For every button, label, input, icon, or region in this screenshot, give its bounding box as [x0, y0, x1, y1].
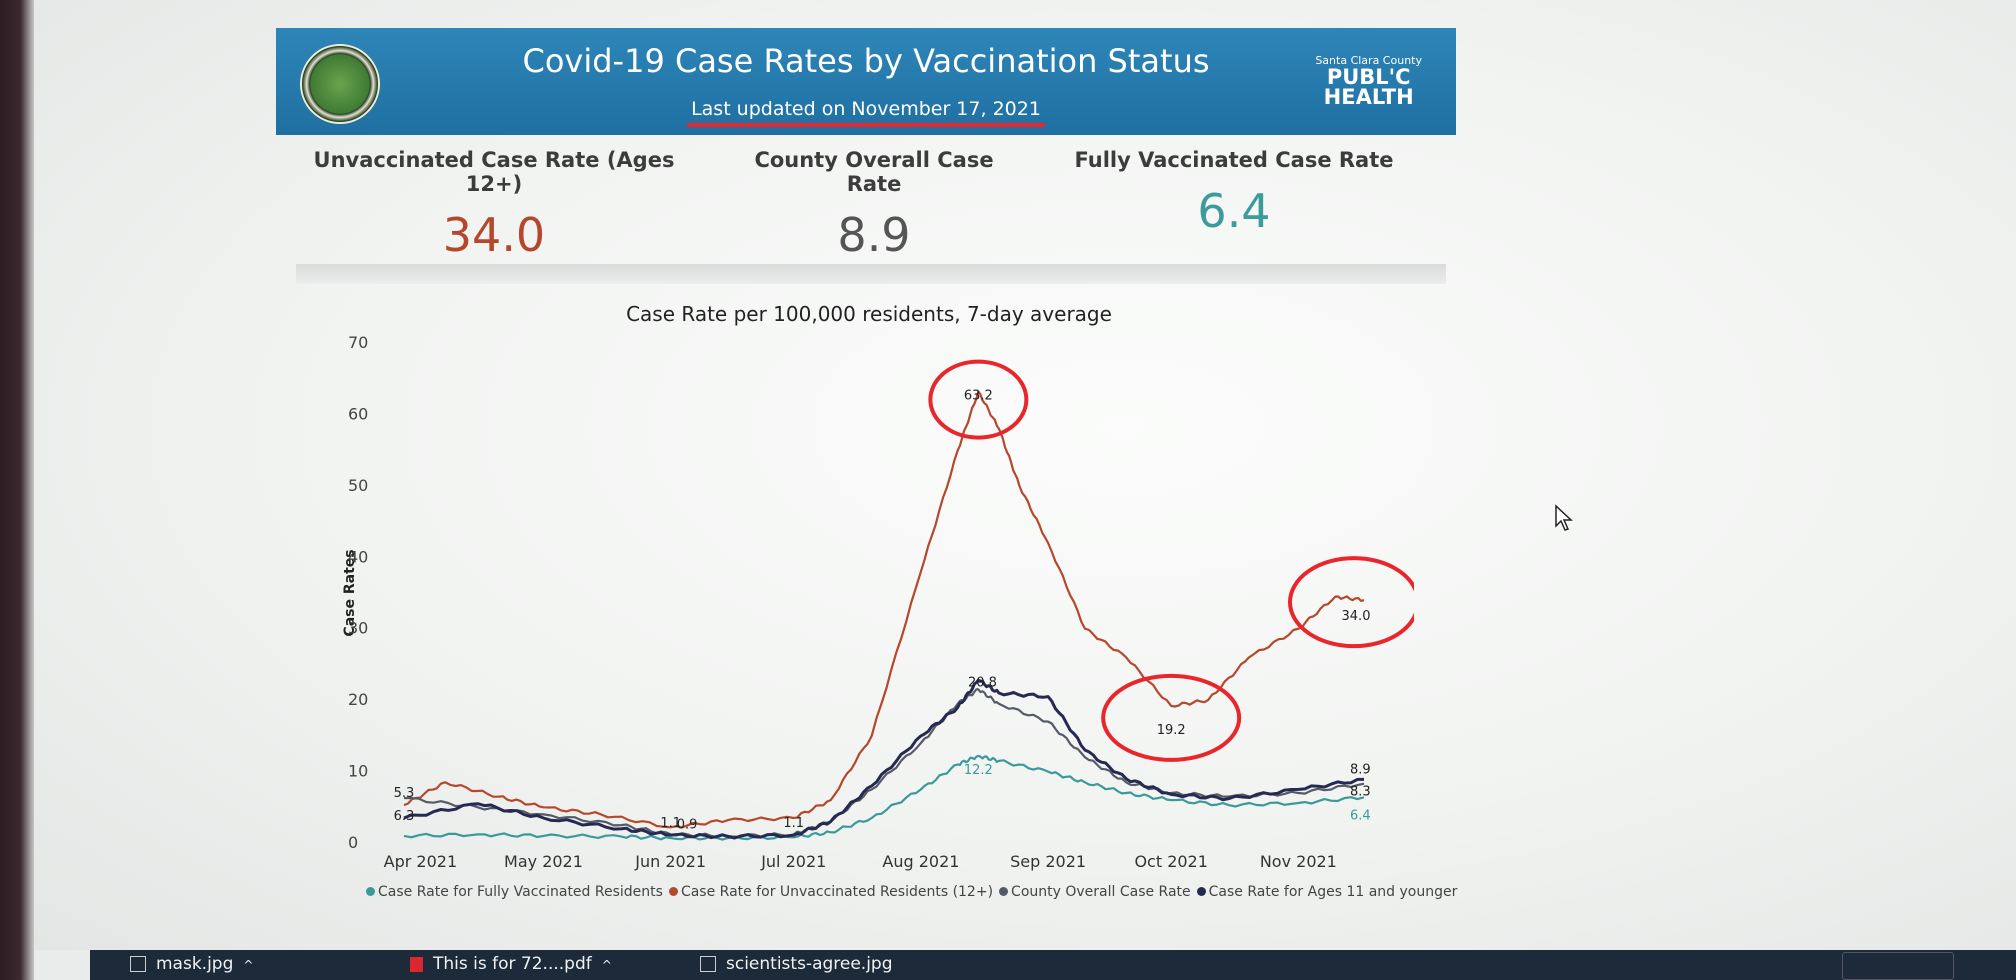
- mouse-cursor-icon: [1555, 504, 1573, 531]
- series-line: [403, 688, 1365, 839]
- y-tick-label: 40: [348, 547, 368, 566]
- last-updated: Last updated on November 17, 2021: [276, 98, 1456, 127]
- series-line: [403, 390, 1365, 829]
- data-label: 63.2: [964, 389, 993, 404]
- legend-label: County Overall Case Rate: [1011, 884, 1191, 900]
- scroll-divider: [296, 264, 1446, 284]
- logo-county: Santa Clara County: [1315, 54, 1422, 67]
- highlight-circle: [1288, 556, 1414, 649]
- kpi-value: 6.4: [1197, 184, 1271, 238]
- taskbar-item-pdf[interactable]: This is for 72....pdf ^: [410, 954, 612, 974]
- y-tick-label: 10: [348, 762, 368, 781]
- data-label: 1.1: [660, 816, 681, 831]
- legend-label: Case Rate for Ages 11 and younger: [1208, 884, 1458, 900]
- logo-line1: PUBL'C: [1326, 65, 1411, 89]
- x-tick-label: Oct 2021: [1134, 852, 1207, 871]
- kpi-label: Fully Vaccinated Case Rate: [1074, 148, 1394, 172]
- legend-dot-icon: [668, 887, 678, 896]
- data-label: 8.3: [1350, 785, 1371, 800]
- case-rate-chart: Case Rates 0 10 20 30 40 50 60 70 Apr 2021 May 202…: [342, 333, 1414, 871]
- kpi-value: 8.9: [837, 208, 911, 262]
- screen-bezel: [0, 0, 34, 980]
- x-tick-label: Jun 2021: [634, 852, 706, 871]
- data-label: 12.2: [964, 763, 993, 778]
- taskbar-item-mask[interactable]: mask.jpg ^: [130, 954, 253, 974]
- legend-dot-icon: [999, 887, 1009, 896]
- highlight-circle: [928, 359, 1029, 440]
- x-tick-label: Aug 2021: [882, 852, 959, 871]
- dashboard-header: Covid-19 Case Rates by Vaccination Statu…: [276, 28, 1456, 135]
- kpi-county-overall: County Overall Case Rate 8.9: [724, 148, 1024, 262]
- legend-label: Case Rate for Fully Vaccinated Residents: [378, 884, 663, 900]
- chevron-up-icon: ^: [243, 958, 254, 972]
- data-label: 1.1: [783, 816, 804, 831]
- last-updated-text: Last updated on November 17, 2021: [687, 98, 1045, 127]
- pdf-icon: [410, 956, 423, 972]
- series-line: [403, 678, 1364, 840]
- legend-dot-icon: [366, 887, 375, 896]
- legend-item[interactable]: Case Rate for Fully Vaccinated Residents: [366, 884, 663, 900]
- screen-area: Covid-19 Case Rates by Vaccination Statu…: [34, 0, 2016, 950]
- chevron-up-icon: ^: [601, 958, 612, 972]
- y-axis-label: Case Rates: [342, 549, 358, 636]
- chart-legend: Case Rate for Fully Vaccinated Residents…: [366, 884, 1457, 900]
- y-tick-label: 60: [348, 404, 368, 423]
- legend-item[interactable]: County Overall Case Rate: [999, 884, 1191, 900]
- highlight-circle: [1101, 673, 1242, 762]
- data-label: 6.3: [394, 809, 415, 824]
- x-tick-label: Apr 2021: [384, 852, 457, 871]
- y-tick-label: 0: [348, 833, 358, 852]
- kpi-label: County Overall Case Rate: [754, 148, 994, 196]
- file-icon: [130, 956, 146, 972]
- kpi-value: 34.0: [442, 208, 546, 262]
- data-label: 8.9: [1350, 762, 1371, 777]
- x-tick-label: Jul 2021: [760, 852, 826, 871]
- kpi-unvaccinated: Unvaccinated Case Rate (Ages 12+) 34.0: [299, 148, 689, 262]
- county-seal-icon: [300, 44, 380, 124]
- data-label: 34.0: [1342, 609, 1371, 624]
- y-tick-label: 20: [348, 690, 368, 709]
- public-health-logo: Santa Clara County PUBL'C HEALTH: [1315, 54, 1422, 109]
- data-label: 20.8: [968, 675, 997, 690]
- kpi-label: Unvaccinated Case Rate (Ages 12+): [313, 148, 675, 196]
- x-tick-label: May 2021: [504, 852, 583, 871]
- kpi-fully-vaccinated: Fully Vaccinated Case Rate 6.4: [1074, 148, 1394, 238]
- y-tick-label: 70: [348, 333, 368, 352]
- data-label: 0.9: [677, 818, 698, 833]
- data-label: 6.4: [1350, 808, 1371, 823]
- legend-item[interactable]: Case Rate for Unvaccinated Residents (12…: [668, 884, 994, 900]
- page-title: Covid-19 Case Rates by Vaccination Statu…: [522, 42, 1210, 80]
- taskbar: mask.jpg ^ This is for 72....pdf ^ scienti…: [90, 950, 2016, 980]
- taskbar-item-label: scientists-agree.jpg: [726, 954, 893, 974]
- series-line: [403, 754, 1365, 841]
- chart-title: Case Rate per 100,000 residents, 7-day a…: [626, 302, 1112, 326]
- taskbar-item-label: This is for 72....pdf: [433, 954, 592, 974]
- data-label: 19.2: [1157, 723, 1186, 738]
- legend-dot-icon: [1196, 887, 1206, 896]
- x-tick-label: Nov 2021: [1260, 852, 1337, 871]
- x-tick-label: Sep 2021: [1010, 852, 1086, 871]
- taskbar-item-scientists[interactable]: scientists-agree.jpg: [700, 954, 893, 974]
- file-icon: [700, 956, 716, 972]
- logo-line2: HEALTH: [1323, 85, 1414, 109]
- taskbar-item-label: mask.jpg: [156, 954, 234, 974]
- legend-item[interactable]: Case Rate for Ages 11 and younger: [1196, 884, 1458, 900]
- data-label: 5.3: [394, 786, 415, 801]
- y-tick-label: 50: [348, 476, 368, 495]
- legend-label: Case Rate for Unvaccinated Residents (12…: [680, 884, 994, 900]
- y-tick-label: 30: [348, 619, 368, 638]
- taskbar-show-all-button[interactable]: [1842, 952, 1954, 980]
